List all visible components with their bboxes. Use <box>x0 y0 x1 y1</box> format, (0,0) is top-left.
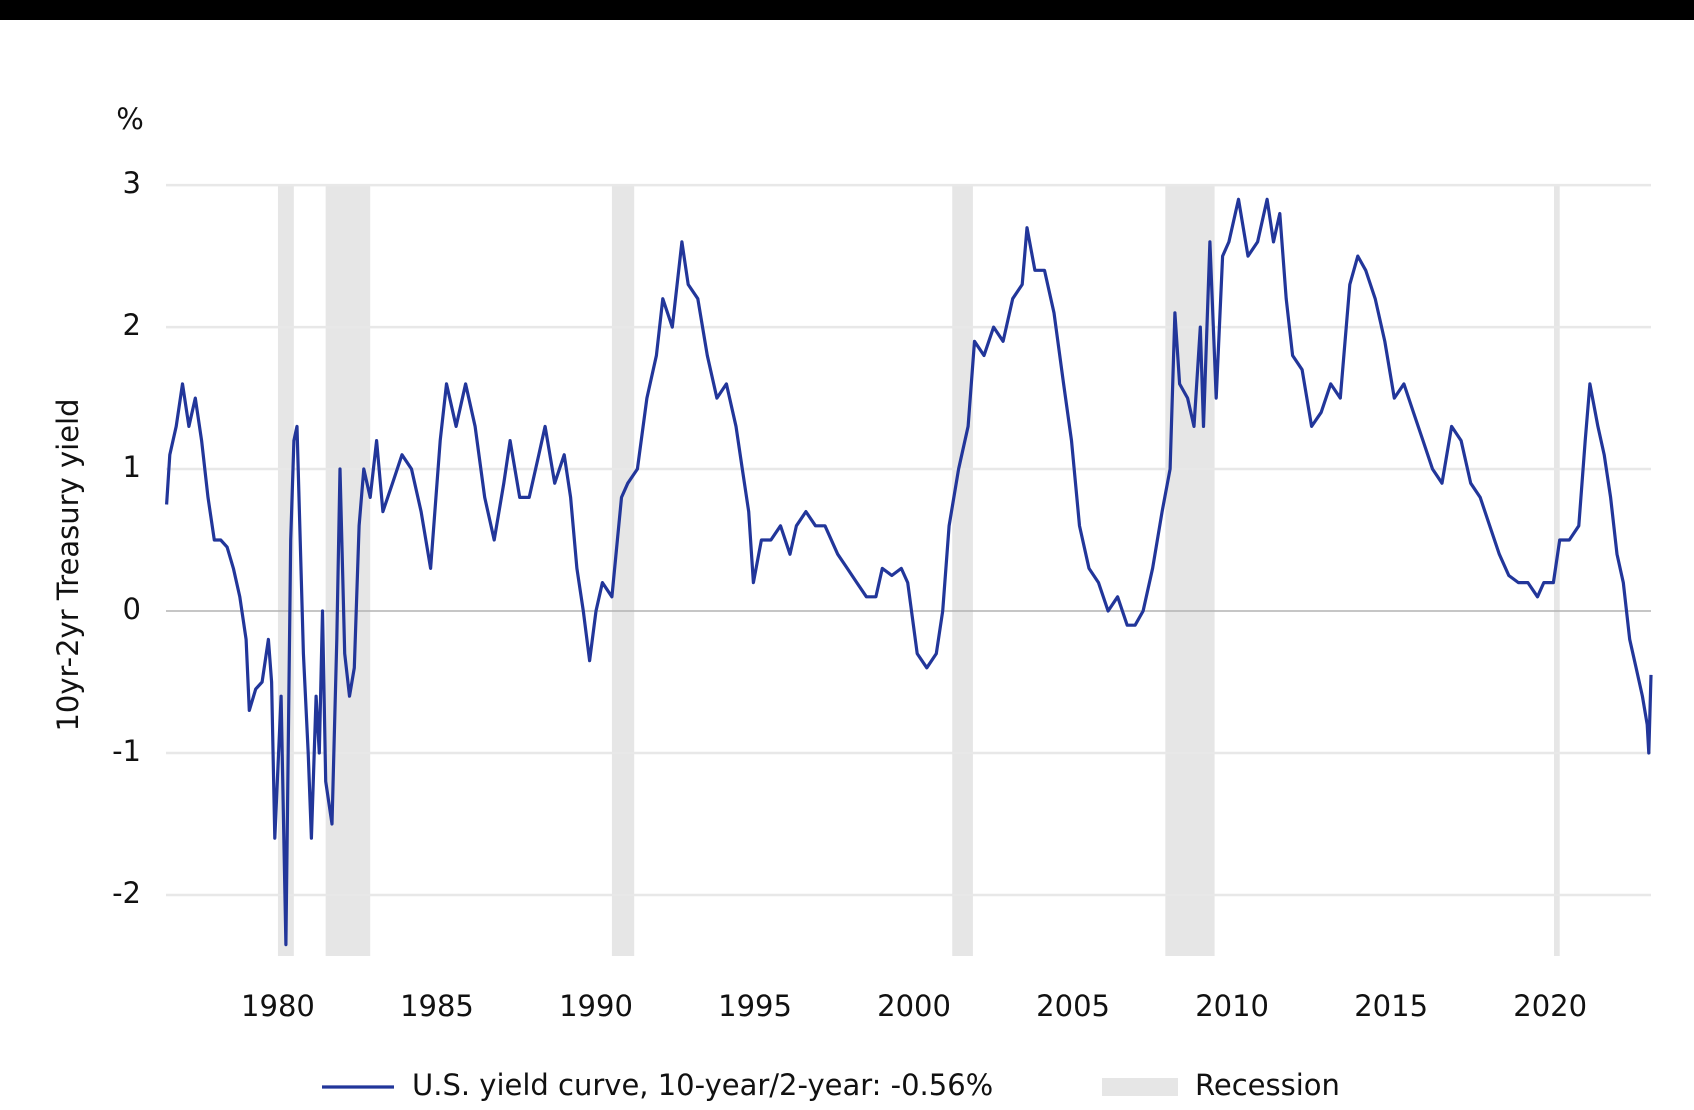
x-tick-label: 2005 <box>1036 989 1110 1023</box>
legend-label: U.S. yield curve, 10-year/2-year: -0.56% <box>412 1068 993 1102</box>
y-tick-label: -2 <box>112 876 141 910</box>
x-tick-label: 2000 <box>877 989 951 1023</box>
x-tick-label: 1985 <box>400 989 474 1023</box>
recession-band <box>1553 186 1560 956</box>
recession-band <box>325 186 371 956</box>
series-line <box>165 197 1653 947</box>
x-tick-label: 1995 <box>718 989 792 1023</box>
y-tick-label: 3 <box>123 166 141 200</box>
x-tick-label: 2020 <box>1513 989 1587 1023</box>
y-tick-label: 1 <box>123 450 141 484</box>
y-tick-label: 0 <box>123 592 141 626</box>
y-axis-title: 10yr-2yr Treasury yield <box>51 398 85 731</box>
recession-band <box>611 186 635 956</box>
legend-swatch <box>1102 1078 1178 1096</box>
recession-band <box>952 186 973 956</box>
x-tick-label: 1980 <box>241 989 315 1023</box>
x-tick-label: 1990 <box>559 989 633 1023</box>
y-tick-label: 2 <box>123 308 141 342</box>
top-bar <box>0 0 1694 20</box>
x-tick-label: 2010 <box>1195 989 1269 1023</box>
y-unit: % <box>116 102 144 136</box>
legend-label: Recession <box>1195 1068 1340 1102</box>
x-tick-label: 2015 <box>1354 989 1428 1023</box>
y-tick-label: -1 <box>112 734 141 768</box>
